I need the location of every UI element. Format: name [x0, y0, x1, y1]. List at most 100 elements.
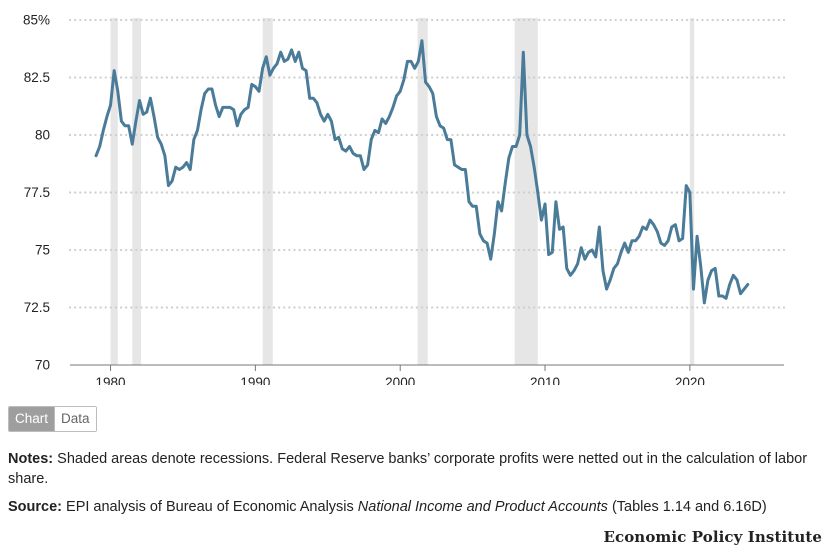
data-point [229, 106, 231, 109]
x-tick-label: 2020 [675, 375, 705, 385]
data-point [370, 138, 373, 141]
data-point [471, 205, 474, 208]
data-point [106, 115, 108, 118]
data-point [475, 205, 478, 208]
data-point [203, 92, 206, 95]
y-tick-label: 77.5 [24, 185, 50, 200]
data-point [352, 152, 354, 155]
source-label: Source: [8, 499, 62, 515]
recession-band [110, 18, 118, 365]
data-point [565, 267, 568, 270]
data-point [725, 297, 727, 300]
data-point [164, 154, 166, 157]
data-point [171, 180, 173, 182]
data-point [609, 279, 612, 281]
data-point [316, 102, 318, 104]
data-point [576, 263, 579, 265]
tab-data[interactable]: Data [54, 407, 96, 431]
chart-data-toggle: Chart Data [8, 406, 97, 432]
chart-source: Source: EPI analysis of Bureau of Econom… [8, 497, 820, 517]
data-point [323, 120, 325, 122]
data-point [431, 92, 434, 95]
series-line [94, 39, 750, 305]
data-point [287, 58, 289, 60]
data-point [124, 125, 126, 127]
data-point [689, 191, 691, 194]
data-point [214, 104, 217, 106]
recession-band [262, 18, 273, 365]
data-point [587, 251, 590, 254]
data-point [207, 88, 210, 90]
labor-share-chart: 70 72.5 75 77.5 80 82.5 85% 1980 1990 2000 2010 20… [23, 13, 786, 385]
data-point [584, 258, 586, 261]
data-point [366, 164, 369, 166]
data-point [536, 191, 539, 194]
data-point [193, 138, 195, 141]
data-point [392, 106, 394, 109]
data-point [388, 115, 391, 118]
data-point [746, 283, 749, 286]
data-point [736, 279, 738, 281]
data-point [613, 267, 615, 270]
data-point [138, 99, 141, 102]
data-point [290, 49, 293, 51]
data-point [450, 138, 452, 141]
data-point [196, 129, 199, 132]
data-point [424, 81, 427, 83]
data-point [544, 203, 546, 205]
data-point [638, 235, 640, 237]
data-point [345, 150, 347, 152]
data-point [283, 60, 286, 63]
data-point [200, 108, 202, 111]
data-point [189, 168, 192, 171]
data-point [468, 200, 470, 203]
data-point [363, 168, 365, 171]
y-tick-label: 85% [23, 13, 50, 28]
data-point [732, 274, 735, 277]
data-point [482, 240, 485, 242]
data-point [341, 148, 344, 150]
data-point [381, 118, 383, 120]
data-point [174, 166, 177, 168]
data-point [413, 67, 416, 70]
data-point [699, 265, 702, 267]
data-point [145, 111, 148, 113]
data-point [319, 113, 322, 116]
data-point [533, 166, 535, 168]
data-point [305, 69, 307, 72]
chart-notes: Notes: Shaded areas denote recessions. F… [8, 449, 820, 489]
data-point [605, 288, 608, 290]
source-italic-title: National Income and Product Accounts [357, 499, 608, 515]
data-point [254, 85, 257, 88]
data-point [116, 90, 119, 93]
data-point [616, 263, 619, 265]
data-point [660, 242, 662, 244]
brand-logo-text: Economic Policy Institute [603, 528, 822, 546]
data-point [308, 97, 311, 99]
data-point [225, 106, 228, 109]
data-point [384, 122, 387, 125]
data-point [334, 138, 336, 141]
data-point [355, 154, 358, 157]
data-point [276, 62, 278, 65]
data-point [232, 108, 235, 111]
data-point [98, 145, 101, 148]
source-text: EPI analysis of Bureau of Economic Analy… [62, 499, 358, 515]
data-point [435, 115, 438, 118]
data-point [120, 120, 123, 122]
data-point [652, 223, 655, 226]
data-point [250, 83, 253, 86]
tab-chart[interactable]: Chart [9, 407, 55, 431]
data-point [511, 145, 514, 148]
data-point [142, 113, 144, 116]
data-point [493, 233, 496, 235]
data-point [728, 283, 731, 286]
y-tick-label: 82.5 [24, 70, 50, 85]
data-point [667, 240, 669, 242]
data-point [102, 129, 105, 132]
data-point [703, 302, 706, 304]
data-point [156, 136, 159, 139]
data-point [489, 258, 492, 261]
data-point [602, 269, 604, 272]
data-point [457, 166, 459, 168]
